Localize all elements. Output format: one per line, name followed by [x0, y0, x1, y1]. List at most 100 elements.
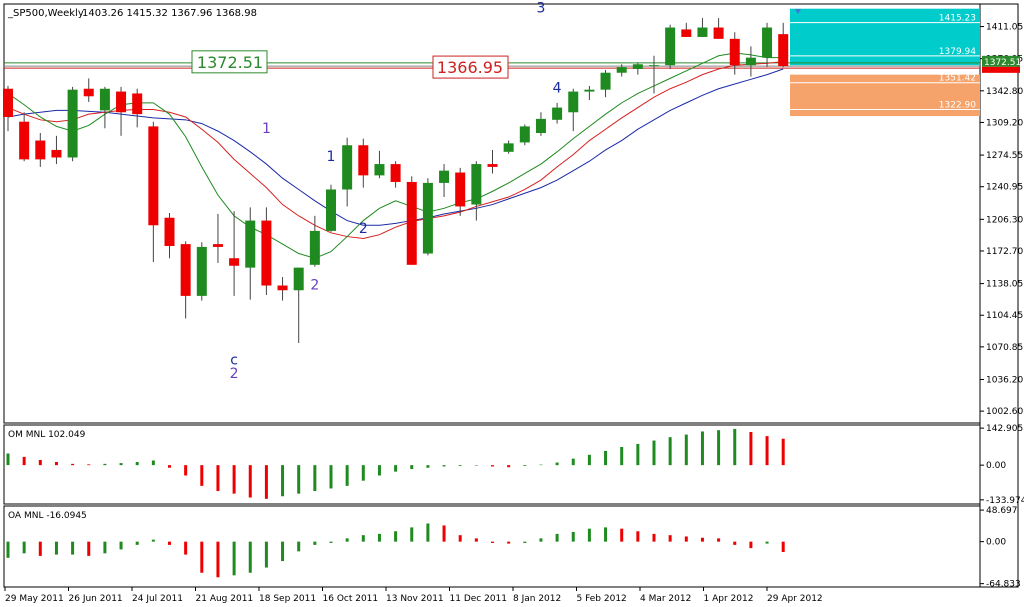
- y-tick-label: 1240.95: [986, 183, 1023, 193]
- candle-body: [422, 182, 433, 254]
- wave-label: 2: [310, 277, 319, 293]
- y-tick-label: 1411.05: [986, 23, 1023, 33]
- candle-body: [212, 244, 223, 247]
- candle-body: [665, 27, 676, 66]
- x-tick-label: 29 Apr 2012: [767, 594, 823, 604]
- candle-body: [649, 65, 659, 67]
- wave-label: 3: [536, 0, 545, 16]
- candle-body: [471, 164, 482, 205]
- candle-body: [51, 149, 62, 158]
- zone-marker-icon: [795, 9, 801, 14]
- x-tick-label: 11 Dec 2011: [450, 594, 508, 604]
- candle-body: [390, 164, 401, 182]
- candle-body: [487, 164, 498, 167]
- candle-body: [83, 88, 94, 97]
- fib-level-label: 1379.94: [939, 47, 976, 57]
- wave-label: 1: [262, 121, 271, 137]
- candle-body: [67, 89, 78, 158]
- y-tick-label: 1138.05: [986, 280, 1023, 290]
- candle-body: [358, 145, 369, 176]
- candle-body: [535, 118, 546, 133]
- x-tick-label: 13 Nov 2011: [386, 594, 444, 604]
- y-tick-label: 1104.45: [986, 311, 1023, 321]
- panel-frame: [3, 505, 981, 588]
- green-price-label: 1372.51: [197, 53, 263, 72]
- candle-body: [455, 172, 466, 207]
- fib-level-label: 1322.90: [939, 101, 976, 111]
- candle-body: [713, 27, 724, 39]
- y-tick-label: -133.974: [986, 496, 1024, 506]
- x-tick-label: 1 Apr 2012: [704, 594, 754, 604]
- price-tag-label: 1372.51: [984, 58, 1021, 68]
- y-tick-label: 0.00: [986, 538, 1006, 548]
- candle-body: [180, 244, 191, 296]
- om-histogram-title: OM MNL 102.049: [8, 430, 86, 440]
- x-tick-label: 18 Sep 2011: [259, 594, 316, 604]
- candle-body: [568, 91, 579, 113]
- y-tick-label: -64.833: [986, 580, 1021, 590]
- y-tick-label: 1342.80: [986, 87, 1023, 97]
- candle-body: [19, 121, 30, 160]
- candle-body: [374, 164, 385, 176]
- candle-body: [116, 91, 127, 113]
- y-tick-label: 1172.70: [986, 247, 1023, 257]
- price-tag-green: [982, 55, 1020, 67]
- candle-body: [762, 27, 773, 58]
- x-tick-label: 24 Jul 2011: [132, 594, 183, 604]
- fib-level-label: 1351.42: [939, 74, 976, 84]
- candle-body: [309, 230, 320, 265]
- green-price-box: [191, 50, 268, 74]
- y-tick-label: 1309.20: [986, 118, 1023, 128]
- ohlc-values: 1403.26 1415.32 1367.96 1368.98: [82, 8, 257, 19]
- candle-body: [3, 88, 13, 117]
- price-tag-red: [982, 66, 1020, 73]
- candle-body: [600, 72, 611, 90]
- wave-label: 4: [553, 81, 562, 97]
- x-tick-label: 4 Mar 2012: [640, 594, 691, 604]
- wave-label: 1: [327, 149, 336, 165]
- wave-label: 2: [230, 366, 239, 382]
- x-tick-label: 16 Oct 2011: [323, 594, 379, 604]
- fib-level-label: 1415.23: [939, 14, 976, 24]
- candle-body: [229, 258, 240, 266]
- y-tick-label: 48.697: [986, 506, 1018, 516]
- candle-body: [164, 217, 175, 246]
- y-tick-label: 1036.20: [986, 375, 1023, 385]
- y-tick-label: 0.00: [986, 461, 1006, 471]
- candle-body: [697, 27, 708, 37]
- candle-body: [148, 126, 159, 226]
- x-tick-label: 21 Aug 2011: [196, 594, 254, 604]
- symbol-title: _SP500,Weekly: [7, 8, 84, 19]
- candle-body: [439, 170, 450, 183]
- candle-body: [681, 29, 692, 37]
- candle-body: [245, 220, 256, 268]
- y-tick-label: 1206.30: [986, 215, 1023, 225]
- panel-frame: [3, 424, 981, 505]
- candle-body: [503, 143, 514, 152]
- price-scale-frame: [979, 3, 1019, 588]
- y-tick-label: 1274.55: [986, 151, 1023, 161]
- oa-histogram-title: OA MNL -16.0945: [8, 511, 87, 521]
- red-price-box: [432, 55, 509, 79]
- wave-label: 2: [359, 221, 368, 237]
- candle-body: [261, 220, 272, 286]
- candle-body: [277, 285, 288, 291]
- candle-body: [35, 140, 46, 160]
- y-tick-label: 1002.60: [986, 407, 1023, 417]
- candle-body: [552, 107, 563, 120]
- candle-body: [632, 64, 643, 69]
- red-price-label: 1366.95: [437, 58, 503, 77]
- wave-label: c: [230, 353, 238, 369]
- candle-body: [745, 57, 756, 66]
- candle-body: [778, 34, 789, 67]
- x-tick-label: 8 Jan 2012: [513, 594, 561, 604]
- x-tick-label: 29 May 2011: [5, 594, 64, 604]
- candle-body: [616, 67, 627, 73]
- y-tick-label: 142.905: [986, 424, 1023, 434]
- candle-body: [293, 267, 304, 291]
- y-tick-label: 1070.85: [986, 343, 1023, 353]
- candle-body: [519, 126, 530, 143]
- candle-body: [406, 181, 417, 265]
